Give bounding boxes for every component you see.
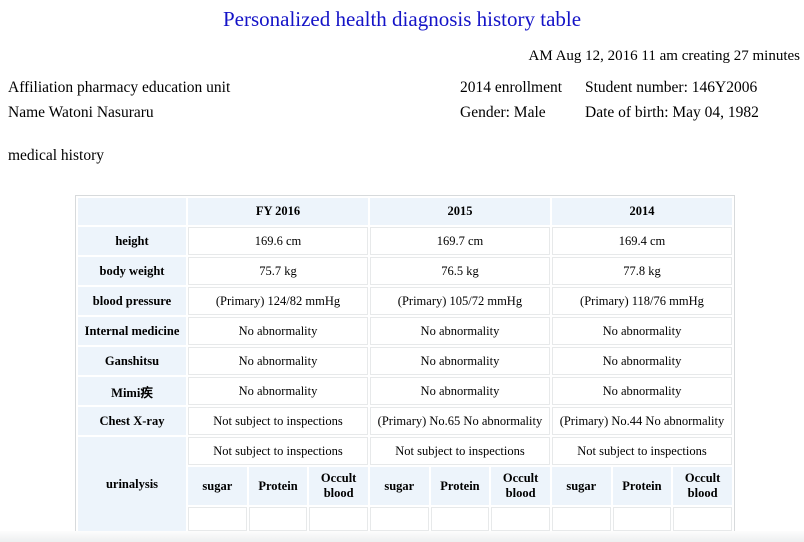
row-label: Internal medicine xyxy=(78,317,186,345)
table-cell xyxy=(491,507,550,531)
table-cell: No abnormality xyxy=(369,317,550,345)
table-cell: 77.8 kg xyxy=(551,257,732,285)
table-cell: 169.7 cm xyxy=(369,227,550,255)
table-cell xyxy=(430,507,490,531)
row-label: blood pressure xyxy=(78,287,186,315)
table-header-row: FY 2016 2015 2014 xyxy=(78,198,732,225)
column-header-2015: 2015 xyxy=(369,198,550,225)
table-row-ganshitsu: Ganshitsu No abnormality No abnormality … xyxy=(78,347,732,375)
medical-history-table: FY 2016 2015 2014 height 169.6 cm 169.7 … xyxy=(75,195,735,534)
creation-timestamp: AM Aug 12, 2016 11 am creating 27 minute… xyxy=(528,48,801,64)
table-cell: No abnormality xyxy=(188,377,368,405)
gender-text: Gender: Male xyxy=(460,104,546,121)
table-cell: (Primary) 105/72 mmHg xyxy=(369,287,550,315)
row-label: body weight xyxy=(78,257,186,285)
table-cell: (Primary) 124/82 mmHg xyxy=(188,287,368,315)
table-row-urinalysis-subheaders: sugar Protein Occult blood sugar Protein… xyxy=(78,467,732,505)
subcolumn-header-protein: Protein xyxy=(612,467,672,505)
table-cell: No abnormality xyxy=(551,377,732,405)
table-cell: Not subject to inspections xyxy=(369,437,550,465)
table-cell: (Primary) No.65 No abnormality xyxy=(369,407,550,435)
enrollment-text: 2014 enrollment xyxy=(460,79,563,96)
student-number-text: Student number: 146Y2006 xyxy=(585,79,758,96)
table-cell xyxy=(188,507,247,531)
table-row-ear-disease: Mimi疾 No abnormality No abnormality No a… xyxy=(78,377,732,405)
table-cell: No abnormality xyxy=(369,377,550,405)
table-cell: (Primary) 118/76 mmHg xyxy=(551,287,732,315)
table-cell: 169.4 cm xyxy=(551,227,732,255)
table-row-urinalysis-status: urinalysis Not subject to inspections No… xyxy=(78,437,732,531)
page-title: Personalized health diagnosis history ta… xyxy=(222,7,582,31)
table-row-internal-medicine: Internal medicine No abnormality No abno… xyxy=(78,317,732,345)
row-label: Chest X-ray xyxy=(78,407,186,435)
table-cell xyxy=(673,507,732,531)
table-cell xyxy=(612,507,672,531)
table-cell: No abnormality xyxy=(188,347,368,375)
table-cell: No abnormality xyxy=(369,347,550,375)
table-cell: Not subject to inspections xyxy=(188,437,368,465)
table-cell: Not subject to inspections xyxy=(188,407,368,435)
table-row-urinalysis-results xyxy=(78,507,732,531)
table-row-body-weight: body weight 75.7 kg 76.5 kg 77.8 kg xyxy=(78,257,732,285)
table-row-blood-pressure: blood pressure (Primary) 124/82 mmHg (Pr… xyxy=(78,287,732,315)
row-label: Mimi疾 xyxy=(78,377,186,405)
table-cell: 75.7 kg xyxy=(188,257,368,285)
subcolumn-header-protein: Protein xyxy=(430,467,490,505)
table-row-height: height 169.6 cm 169.7 cm 169.4 cm xyxy=(78,227,732,255)
date-of-birth-text: Date of birth: May 04, 1982 xyxy=(585,104,759,121)
section-label-medical-history: medical history xyxy=(8,147,104,164)
page-bottom-edge xyxy=(0,531,804,542)
subcolumn-header-occult-blood: Occult blood xyxy=(491,467,550,505)
row-label: Ganshitsu xyxy=(78,347,186,375)
table-cell: Not subject to inspections xyxy=(551,437,732,465)
table-cell xyxy=(551,507,611,531)
subcolumn-header-sugar: sugar xyxy=(188,467,247,505)
table-cell: No abnormality xyxy=(188,317,368,345)
student-name-text: Name Watoni Nasuraru xyxy=(8,104,154,121)
table-cell: 169.6 cm xyxy=(188,227,368,255)
table-cell xyxy=(369,507,429,531)
subcolumn-header-protein: Protein xyxy=(248,467,308,505)
affiliation-text: Affiliation pharmacy education unit xyxy=(8,79,231,96)
table-cell xyxy=(309,507,368,531)
column-header-2014: 2014 xyxy=(551,198,732,225)
row-label: height xyxy=(78,227,186,255)
subcolumn-header-sugar: sugar xyxy=(551,467,611,505)
subcolumn-header-occult-blood: Occult blood xyxy=(673,467,732,505)
table-cell: No abnormality xyxy=(551,317,732,345)
subcolumn-header-sugar: sugar xyxy=(369,467,429,505)
table-cell: 76.5 kg xyxy=(369,257,550,285)
subcolumn-header-occult-blood: Occult blood xyxy=(309,467,368,505)
row-label-urinalysis: urinalysis xyxy=(78,437,186,531)
table-cell xyxy=(248,507,308,531)
table-cell: (Primary) No.44 No abnormality xyxy=(551,407,732,435)
table-cell: No abnormality xyxy=(551,347,732,375)
column-header-fy2016: FY 2016 xyxy=(188,198,368,225)
table-row-chest-xray: Chest X-ray Not subject to inspections (… xyxy=(78,407,732,435)
column-header-blank xyxy=(78,198,186,225)
